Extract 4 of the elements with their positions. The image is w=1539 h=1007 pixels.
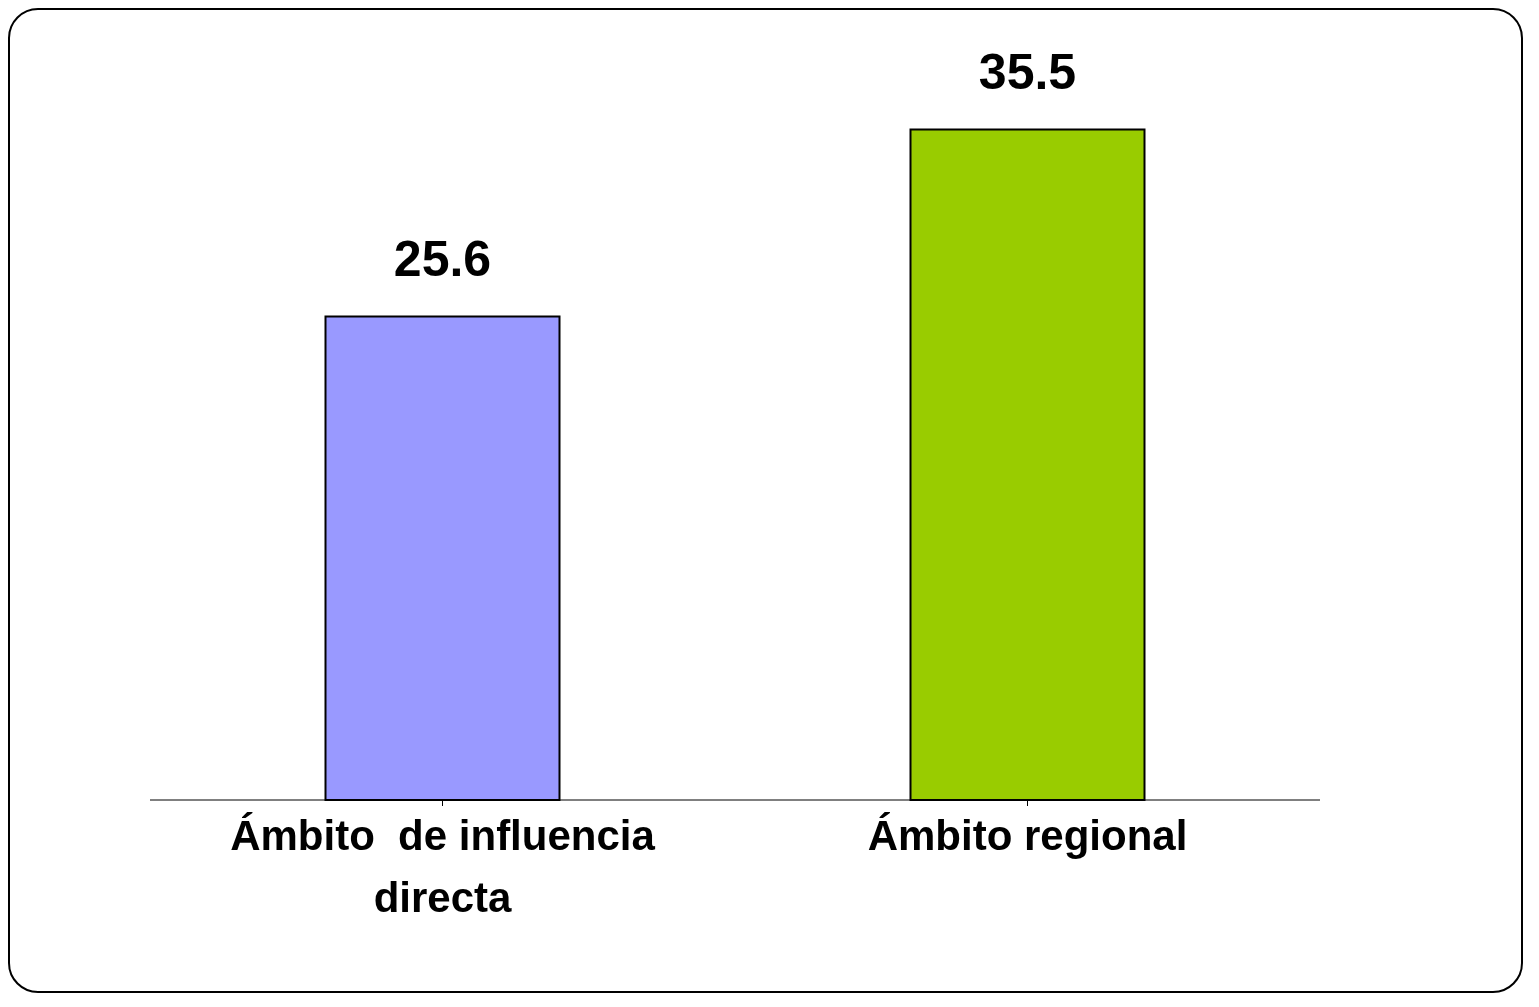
x-tick-label: Ámbito regional — [867, 812, 1188, 859]
x-tick-label: Ámbito de influencia directa — [230, 812, 656, 921]
data-label: 25.6 — [393, 231, 492, 288]
data-label: 35.5 — [978, 44, 1077, 101]
